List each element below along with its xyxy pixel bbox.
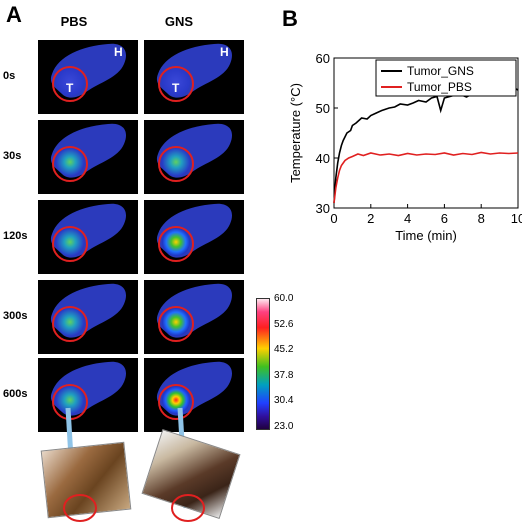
row-label-0s: 0s (3, 70, 16, 82)
panel-b-letter: B (282, 6, 298, 31)
tumor-circle (52, 146, 88, 182)
tumor-heat-spot (162, 308, 190, 336)
tumor-heat-spot (56, 148, 84, 176)
thermal-image-pbs-30s (38, 120, 138, 194)
temperature-chart: 0 2 4 6 8 10 30 40 50 60 Time (min) Temperature (°C… (288, 51, 522, 243)
thermal-image-pbs-120s (38, 200, 138, 274)
temperature-colorbar (256, 298, 270, 430)
column-header-pbs: PBS (60, 14, 88, 29)
colorbar-tick-label: 60.0 (274, 293, 294, 304)
tumor-circle (158, 384, 194, 420)
tumor-heat-spot (56, 308, 84, 336)
tumor-circle (158, 66, 194, 102)
x-tick-label: 8 (478, 211, 485, 226)
heart-marker: H (220, 45, 229, 59)
tumor-heat-spot (162, 386, 190, 414)
plot-frame (333, 57, 519, 209)
thermal-image-pbs-600s (38, 358, 138, 432)
tumor-heat-spot (56, 68, 84, 96)
tumor-circle (52, 66, 88, 102)
y-tick-label: 50 (316, 101, 330, 116)
heart-marker: H (114, 45, 123, 59)
thermal-image-gns-600s (144, 358, 244, 432)
tumor-heat-spot (162, 68, 190, 96)
thermal-image-gns-300s (144, 280, 244, 354)
x-tick-label: 6 (441, 211, 448, 226)
colorbar-tick-label: 23.0 (274, 421, 294, 432)
tumor-circle (52, 226, 88, 262)
row-label-600s: 600s (3, 388, 28, 400)
colorbar-tick-label: 30.4 (274, 395, 294, 407)
gns-mouse-tumor-circle (171, 494, 205, 522)
panel-a-letter: A (6, 2, 22, 27)
column-header-gns: GNS (164, 14, 194, 29)
colorbar-tick-label: 52.6 (274, 318, 294, 330)
row-label-300s: 300s (3, 310, 28, 322)
thermal-image-pbs-300s (38, 280, 138, 354)
tumor-heat-spot (56, 386, 84, 414)
tumor-circle (158, 306, 194, 342)
x-tick-label: 0 (330, 211, 337, 226)
tumor-heat-spot (162, 148, 190, 176)
tumor-circle (52, 306, 88, 342)
colorbar-tick-label: 37.8 (274, 369, 294, 381)
pbs-mouse-tumor-circle (63, 494, 97, 522)
legend-label: Tumor_GNS (407, 64, 474, 78)
x-axis-title: Time (min) (395, 228, 457, 243)
y-tick-label: 30 (316, 201, 330, 216)
thermal-image-gns-120s (144, 200, 244, 274)
legend-box (375, 59, 517, 97)
tumor-heat-spot (56, 228, 84, 256)
tumor-heat-spot (162, 228, 190, 256)
thermal-image-gns-30s (144, 120, 244, 194)
tumor-marker: T (66, 81, 74, 95)
row-label-120s: 120s (3, 230, 28, 242)
x-tick-label: 2 (367, 211, 374, 226)
tumor-marker: T (172, 81, 180, 95)
y-tick-label: 40 (316, 151, 330, 166)
row-label-30s: 30s (3, 150, 22, 162)
series-line-tumor-gns (333, 87, 519, 204)
legend-label: Tumor_PBS (407, 80, 472, 94)
x-tick-label: 4 (404, 211, 411, 226)
colorbar-tick-label: 45.2 (274, 344, 294, 356)
tumor-circle (158, 146, 194, 182)
x-tick-label: 10 (511, 211, 522, 226)
tumor-circle (158, 226, 194, 262)
y-axis-title: Temperature (°C) (288, 83, 303, 183)
series-line-tumor-pbs (333, 151, 519, 204)
y-tick-label: 60 (316, 51, 330, 66)
